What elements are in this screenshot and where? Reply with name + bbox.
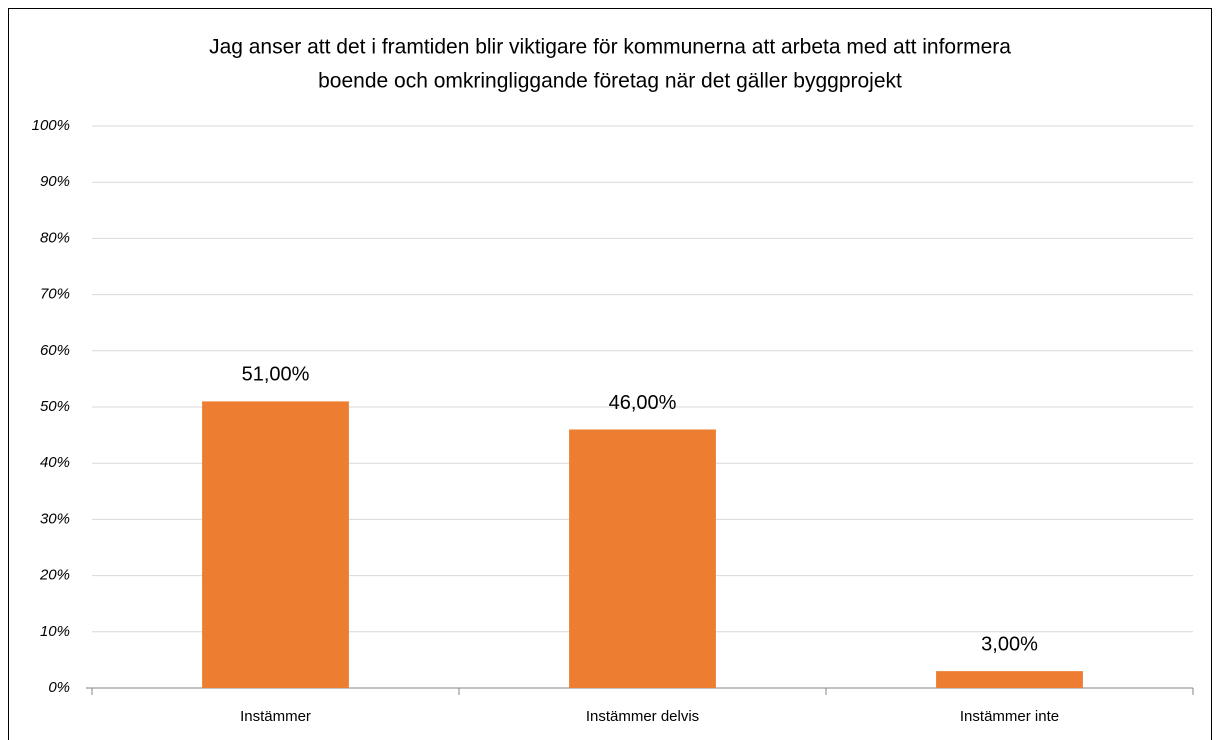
y-tick-label: 10% — [40, 623, 70, 640]
chart-title: boende och omkringliggande företag när d… — [318, 70, 902, 93]
y-tick-label: 20% — [39, 567, 70, 584]
data-label: 3,00% — [981, 633, 1038, 655]
chart-title: Jag anser att det i framtiden blir vikti… — [209, 36, 1011, 59]
bar — [202, 401, 349, 688]
y-tick-label: 90% — [40, 173, 70, 190]
bar — [936, 671, 1083, 688]
bar — [569, 429, 716, 688]
chart-border — [8, 8, 1212, 740]
y-tick-label: 100% — [32, 117, 70, 134]
y-tick-label: 50% — [40, 398, 70, 415]
y-tick-label: 30% — [40, 510, 70, 527]
y-tick-label: 60% — [40, 342, 70, 359]
y-tick-label: 80% — [40, 229, 70, 246]
y-tick-label: 0% — [48, 679, 70, 696]
y-tick-label: 40% — [40, 454, 70, 471]
x-tick-label: Instämmer inte — [960, 708, 1059, 725]
data-label: 51,00% — [242, 364, 310, 386]
x-tick-label: Instämmer — [240, 708, 311, 725]
data-label: 46,00% — [609, 392, 677, 414]
x-tick-label: Instämmer delvis — [586, 708, 699, 725]
y-tick-label: 70% — [40, 286, 70, 303]
